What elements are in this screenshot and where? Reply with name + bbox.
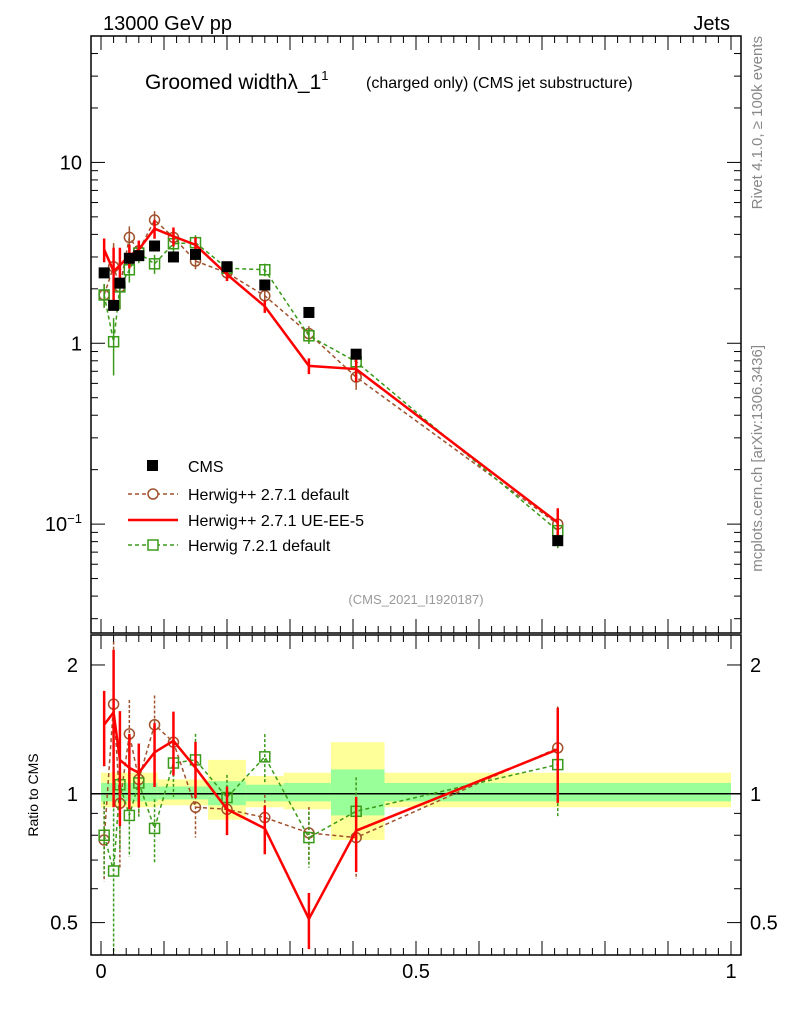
point-cms (167, 251, 179, 263)
ratio-ticks: 2 2 1 1 0.5 0.5 0 0.5 1 (50, 635, 778, 983)
main-y-tick-label: 10−1 (45, 511, 82, 536)
ratio-point-herwig-7-2-1-default (107, 865, 120, 877)
point-cms (259, 279, 271, 291)
x-tick-label: 1 (725, 961, 736, 983)
ratio-y-tick-label-left: 2 (67, 655, 78, 677)
plot-title-symbol: λ_1 (287, 71, 321, 94)
point-herwig-7-2-1-default (98, 289, 110, 301)
x-tick-label: 0 (95, 961, 106, 983)
x-tick-label: 0.5 (402, 961, 430, 983)
ratio-point-herwig-2-7-1-default (189, 801, 202, 814)
point-cms (149, 240, 161, 252)
point-herwig-2-7-1-default (123, 231, 136, 244)
mcplots-label: mcplots.cern.ch [arXiv:1306.3436] (749, 345, 766, 572)
point-cms (221, 261, 233, 273)
ratio-y-tick-label-right: 0.5 (750, 913, 778, 935)
plot-title-main: Groomed width (145, 71, 287, 94)
legend: CMS Herwig++ 2.7.1 default Herwig++ 2.7.… (128, 459, 364, 555)
series-line-herwig-2-7-1-ue-ee-5 (103, 227, 559, 524)
point-cms (190, 248, 201, 260)
ratio-y-tick-label-right: 2 (750, 655, 761, 677)
plot-title: Groomed widthλ_11 (145, 68, 329, 94)
point-cms (303, 306, 315, 318)
ratio-panel: 2 2 1 1 0.5 0.5 0 0.5 1 Ratio to CMS (25, 634, 778, 983)
ratio-point-herwig-7-2-1-default (123, 809, 136, 822)
legend-item-herwigpp-default: Herwig++ 2.7.1 default (128, 487, 350, 504)
legend-item-herwig721: Herwig 7.2.1 default (128, 538, 331, 555)
point-herwig-7-2-1-default (148, 258, 161, 270)
legend-marker-herwigpp-default (147, 488, 159, 500)
plot-subtitle: (charged only) (CMS jet substructure) (366, 75, 633, 92)
point-herwig-7-2-1-default (303, 330, 315, 342)
legend-marker-herwig721 (147, 539, 159, 551)
ratio-point-herwig-7-2-1-default (259, 751, 271, 763)
legend-label-herwigpp-ueee5: Herwig++ 2.7.1 UE-EE-5 (188, 513, 364, 530)
ratio-point-herwig-7-2-1-default (148, 822, 161, 835)
ratio-y-tick-label-right: 1 (750, 784, 761, 806)
point-herwig-7-2-1-default (107, 335, 120, 348)
category-label: Jets (693, 13, 730, 35)
band-inner (330, 769, 385, 816)
band-inner (283, 782, 331, 802)
legend-item-cms: CMS (147, 459, 224, 476)
point-cms (108, 299, 120, 311)
point-cms (123, 252, 135, 264)
ratio-y-tick-label-left: 0.5 (50, 913, 78, 935)
main-ticks: 10 1 10−1 (45, 35, 741, 633)
rivet-label: Rivet 4.1.0, ≥ 100k events (749, 36, 766, 209)
energy-label: 13000 GeV pp (103, 13, 232, 35)
point-cms (133, 250, 145, 262)
ratio-point-herwig-7-2-1-default (303, 831, 315, 844)
main-y-tick-label: 10 (60, 152, 82, 174)
ratio-y-tick-label-left: 1 (67, 784, 78, 806)
point-cms (114, 277, 126, 289)
point-cms (552, 535, 564, 547)
legend-label-herwigpp-default: Herwig++ 2.7.1 default (188, 487, 350, 504)
point-cms (98, 267, 110, 279)
legend-marker-cms (147, 460, 158, 471)
main-y-tick-label: 1 (71, 333, 82, 355)
analysis-id: (CMS_2021_I1920187) (348, 592, 483, 607)
plot-title-superscript: 1 (321, 68, 328, 83)
point-cms (350, 348, 362, 360)
legend-label-herwig721: Herwig 7.2.1 default (188, 538, 331, 555)
legend-label-cms: CMS (188, 459, 224, 476)
ratio-ylabel: Ratio to CMS (25, 753, 41, 836)
legend-item-herwigpp-ueee5: Herwig++ 2.7.1 UE-EE-5 (128, 513, 364, 530)
series-line-herwig-2-7-1-default (103, 218, 559, 525)
main-plot-layer (98, 211, 564, 549)
point-herwig-7-2-1-default (259, 263, 271, 276)
ratio-point-herwig-7-2-1-default (98, 829, 110, 842)
ratio-plot-layer (91, 641, 741, 955)
